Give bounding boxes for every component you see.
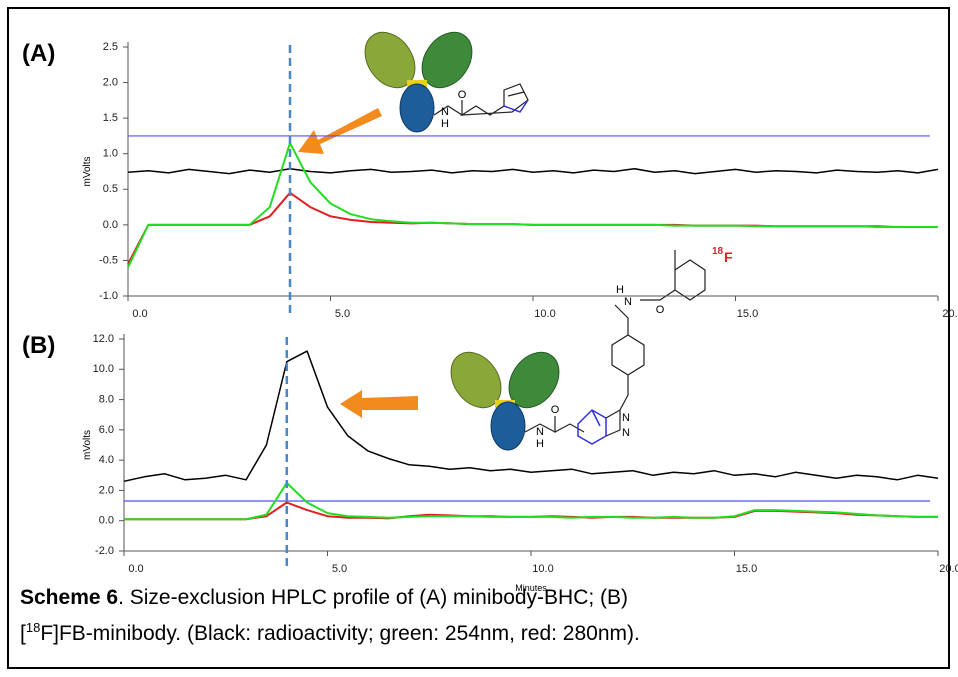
- series-line: [127, 142, 938, 268]
- y-tick-label: 8.0: [99, 393, 114, 405]
- structure-b: O N H N N N H O 18 F: [450, 246, 733, 451]
- atom: O: [458, 89, 467, 101]
- x-tick-label: 5.0: [335, 308, 350, 320]
- isotope-element: F: [724, 249, 733, 265]
- atom: H: [616, 284, 624, 296]
- atom: O: [656, 304, 665, 316]
- series-line: [124, 481, 938, 521]
- x-tick-label: 0.0: [132, 308, 147, 320]
- x-tick-label: 5.0: [332, 563, 347, 575]
- y-tick-label: -2.0: [95, 545, 114, 557]
- x-tick-label: 15.0: [737, 308, 758, 320]
- caption-superscript: 18: [26, 620, 40, 635]
- panel-label: (A): [22, 40, 55, 67]
- y-tick-label: 4.0: [99, 454, 114, 466]
- atom: N: [622, 427, 630, 439]
- structure-a: O N H: [364, 31, 529, 133]
- y-tick-label: 1.5: [103, 112, 118, 124]
- y-tick-label: 6.0: [99, 424, 114, 436]
- caption-text: . Size-exclusion HPLC profile of (A) min…: [118, 586, 628, 609]
- atom: H: [441, 118, 449, 130]
- x-tick-label: 0.0: [128, 563, 143, 575]
- y-tick-label: 2.0: [99, 484, 114, 496]
- atom: N: [624, 296, 632, 308]
- caption-line: Scheme 6. Size-exclusion HPLC profile of…: [20, 586, 628, 609]
- caption-label: Scheme 6: [20, 586, 118, 609]
- arrow: [298, 108, 382, 154]
- y-axis-label: mVolts: [82, 430, 93, 460]
- y-tick-label: 1.0: [103, 148, 118, 160]
- x-tick-label: 20.0: [939, 563, 958, 575]
- x-tick-label: 10.0: [532, 563, 553, 575]
- series-line: [123, 350, 939, 483]
- atom: N: [622, 412, 630, 424]
- atom: N: [536, 426, 544, 438]
- y-tick-label: -0.5: [99, 254, 118, 266]
- y-tick-label: -1.0: [99, 290, 118, 302]
- y-tick-label: 10.0: [93, 363, 114, 375]
- caption-line: [18F]FB-minibody. (Black: radioactivity;…: [20, 620, 640, 645]
- atom: H: [536, 438, 544, 450]
- panel-label: (B): [22, 332, 55, 359]
- y-tick-label: 0.0: [103, 219, 118, 231]
- arrow: [340, 390, 418, 418]
- frame: [7, 7, 950, 669]
- x-axis-label: Minutes: [515, 583, 547, 593]
- y-tick-label: 2.0: [103, 76, 118, 88]
- x-tick-label: 10.0: [534, 308, 555, 320]
- isotope-mass: 18: [712, 246, 724, 257]
- y-axis-label: mVolts: [82, 156, 93, 186]
- atom: N: [441, 106, 449, 118]
- x-tick-label: 15.0: [736, 563, 757, 575]
- y-tick-label: 12.0: [93, 333, 114, 345]
- atom: O: [551, 404, 560, 416]
- caption-text: [: [20, 622, 26, 645]
- y-tick-label: 0.0: [99, 515, 114, 527]
- x-tick-label: 20.: [942, 308, 957, 320]
- y-tick-label: 0.5: [103, 183, 118, 195]
- caption-text: F]FB-minibody. (Black: radioactivity; gr…: [40, 622, 640, 645]
- series-line: [127, 167, 939, 175]
- y-tick-label: 2.5: [103, 41, 118, 53]
